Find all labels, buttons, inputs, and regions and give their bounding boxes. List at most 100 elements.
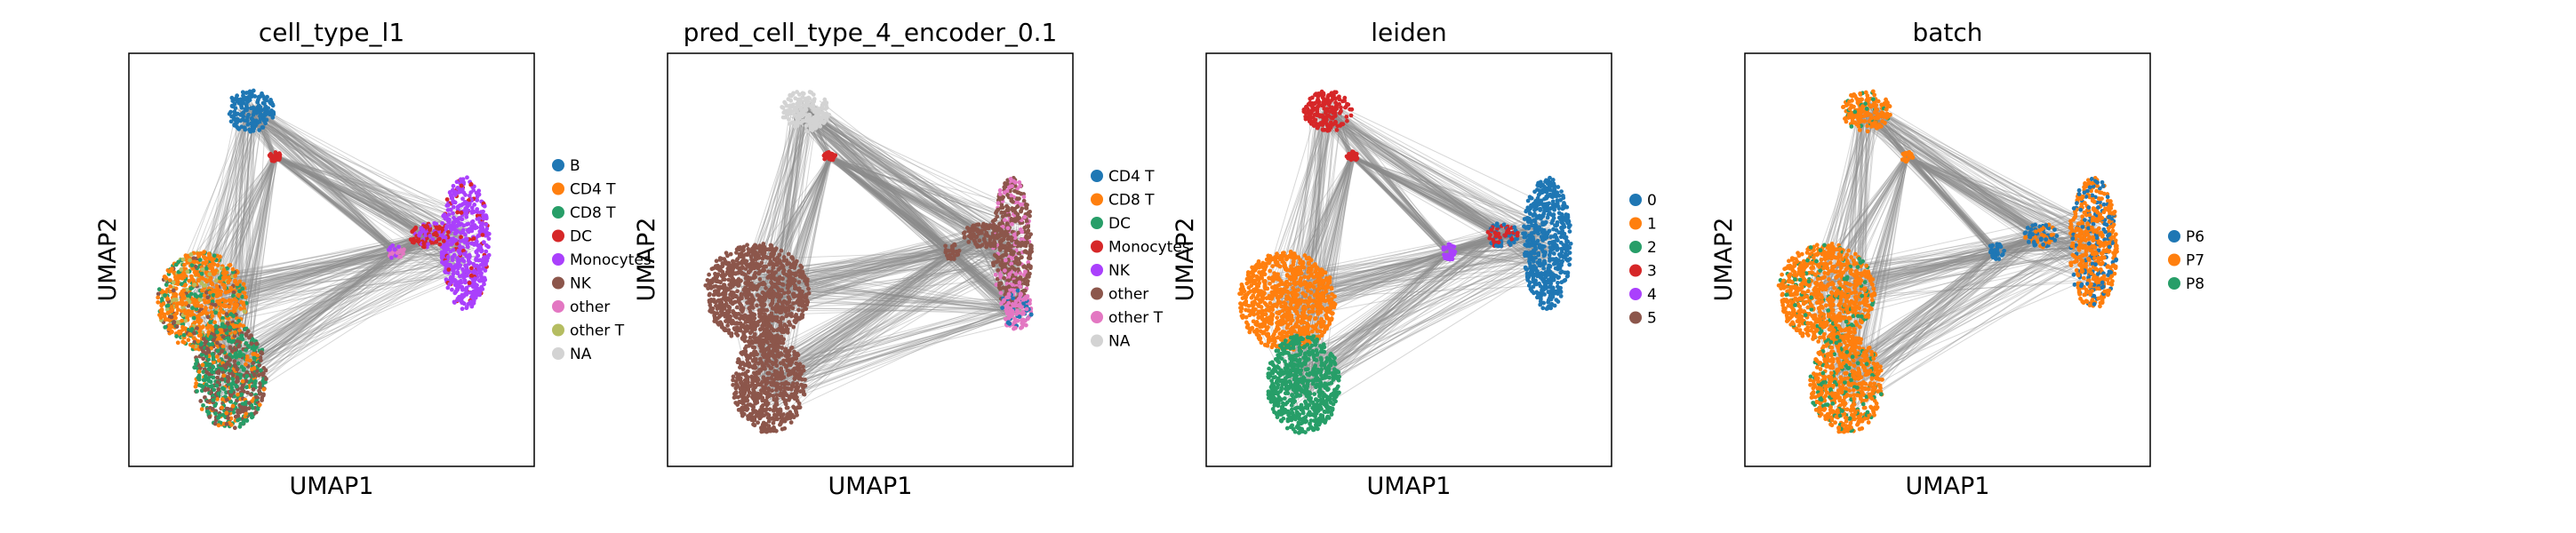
scatter-point xyxy=(779,248,784,253)
edge-line xyxy=(210,155,276,282)
scatter-point xyxy=(738,266,743,271)
scatter-point xyxy=(246,406,252,411)
scatter-point xyxy=(232,109,237,115)
legend-marker xyxy=(552,347,564,360)
scatter-point xyxy=(184,300,188,306)
scatter-point xyxy=(214,330,220,335)
scatter-point xyxy=(180,327,186,332)
scatter-point xyxy=(228,325,232,330)
scatter-point xyxy=(804,96,809,101)
scatter-point xyxy=(206,251,212,257)
scatter-point xyxy=(420,229,425,235)
scatter-point xyxy=(460,273,465,278)
scatter-point xyxy=(214,293,220,298)
scatter-point xyxy=(191,315,196,321)
scatter-point xyxy=(198,332,204,338)
scatter-point xyxy=(260,125,266,130)
scatter-point xyxy=(254,341,260,346)
edge-line xyxy=(241,107,477,227)
scatter-point xyxy=(762,327,766,331)
scatter-point xyxy=(232,302,236,307)
scatter-point xyxy=(750,246,755,251)
scatter-point xyxy=(716,263,720,268)
scatter-point xyxy=(191,256,196,261)
scatter-point xyxy=(767,288,772,293)
scatter-point xyxy=(272,158,277,163)
edge-line xyxy=(273,156,397,248)
scatter-point xyxy=(459,183,464,188)
scatter-point xyxy=(215,298,220,304)
edge-line xyxy=(276,154,432,242)
scatter-point xyxy=(448,249,453,254)
scatter-point xyxy=(457,187,462,193)
edge-line xyxy=(273,156,426,235)
scatter-point xyxy=(165,303,171,308)
edge-line xyxy=(204,260,468,301)
edge-line xyxy=(246,116,429,241)
scatter-point xyxy=(246,112,251,117)
edge-line xyxy=(271,154,395,254)
legend-entry: NA xyxy=(552,346,592,363)
legend-label: other xyxy=(570,298,610,316)
scatter-point xyxy=(246,344,251,348)
scatter-point xyxy=(468,227,472,232)
scatter-point xyxy=(466,221,471,227)
scatter-point xyxy=(185,269,190,274)
scatter-point xyxy=(211,338,216,343)
legend-label: DC xyxy=(570,228,592,246)
edge-line xyxy=(257,121,427,234)
scatter-point xyxy=(466,259,471,264)
scatter-point xyxy=(174,324,180,330)
edge-line xyxy=(243,114,475,217)
edge-line xyxy=(260,115,468,243)
edge-line xyxy=(250,108,276,155)
scatter-point xyxy=(748,330,753,336)
scatter-point xyxy=(194,381,199,386)
scatter-point xyxy=(249,392,253,397)
edge-line xyxy=(274,157,396,255)
panel-pred-cell-type: pred_cell_type_4_encoder_0.1 UMAP1 UMAP2… xyxy=(633,18,1190,500)
edge-line xyxy=(276,155,466,220)
edge-line xyxy=(197,106,252,277)
edge-line xyxy=(273,155,396,251)
scatter-point xyxy=(461,223,467,228)
scatter-point xyxy=(751,325,756,330)
scatter-point xyxy=(213,310,219,315)
scatter-point xyxy=(192,365,197,370)
scatter-point xyxy=(220,405,224,410)
scatter-point xyxy=(766,274,772,279)
scatter-point xyxy=(744,259,749,264)
edge-line xyxy=(244,113,399,255)
edge-line xyxy=(252,108,432,237)
edge-line xyxy=(220,266,461,293)
edge-line xyxy=(243,113,463,239)
scatter-point xyxy=(439,255,444,260)
scatter-point xyxy=(781,330,787,335)
scatter-point xyxy=(244,357,250,362)
scatter-point xyxy=(164,275,169,281)
edge-line xyxy=(276,154,428,239)
scatter-point xyxy=(724,309,730,314)
scatter-point xyxy=(210,352,215,357)
scatter-point xyxy=(426,242,431,247)
scatter-point xyxy=(473,295,478,300)
edge-line xyxy=(246,108,434,239)
scatter-point xyxy=(212,271,218,275)
edge-line xyxy=(276,155,393,253)
edge-line xyxy=(276,155,423,235)
edge-line xyxy=(259,115,396,255)
edge-line xyxy=(274,156,399,252)
scatter-point xyxy=(807,121,812,126)
legend-marker xyxy=(552,323,564,337)
scatter-point xyxy=(796,121,801,126)
scatter-point xyxy=(271,109,276,115)
edge-line xyxy=(242,107,433,230)
scatter-point xyxy=(730,272,735,277)
edge-line xyxy=(275,156,421,233)
scatter-point xyxy=(476,216,482,221)
edge-line xyxy=(246,109,403,249)
scatter-point xyxy=(233,351,238,356)
edge-line xyxy=(249,106,470,239)
scatter-point xyxy=(484,213,489,219)
